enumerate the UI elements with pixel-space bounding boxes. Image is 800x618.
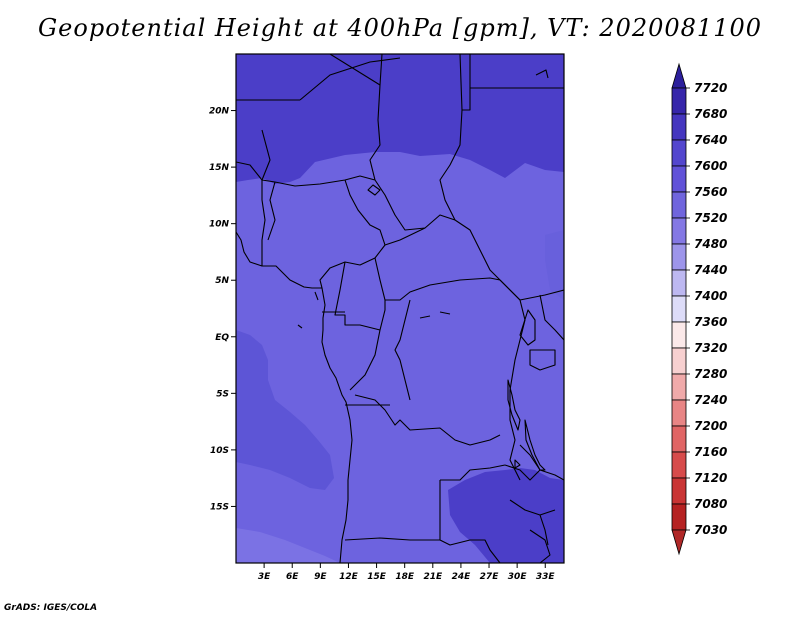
map-frame <box>235 53 565 564</box>
colorbar-label: 7640 <box>694 133 727 147</box>
field-band-west <box>236 330 334 490</box>
colorbar-swatch <box>671 217 687 245</box>
colorbar-swatch <box>671 451 687 479</box>
colorbar-swatch <box>671 373 687 401</box>
lon-tick-label: 6E <box>286 572 299 582</box>
colorbar-swatch <box>671 139 687 167</box>
colorbar-swatch <box>671 243 687 271</box>
lat-tick-label: 5S <box>216 389 229 399</box>
colorbar-swatch <box>671 477 687 505</box>
colorbar-label: 7200 <box>694 419 727 433</box>
colorbar-swatch <box>671 269 687 297</box>
lon-tick-label: 3E <box>258 572 271 582</box>
colorbar-label: 7680 <box>694 107 727 121</box>
colorbar-label: 7080 <box>694 497 727 511</box>
colorbar-swatch <box>671 295 687 323</box>
colorbar-swatch <box>671 113 687 141</box>
field-band-north <box>236 54 564 184</box>
lon-tick-label: 30E <box>508 572 528 582</box>
colorbar-legend: 7720 7680 7640 7600 7560 7520 7480 7440 7400 7360… <box>671 62 727 556</box>
latitude-axis: 20N 15N 10N 5N EQ 5S 10S 15S <box>209 107 236 512</box>
country-borders <box>236 54 564 563</box>
colorbar-label: 7240 <box>694 393 727 407</box>
colorbar-swatch <box>671 503 687 531</box>
colorbar-label: 7520 <box>694 211 727 225</box>
lat-tick-label: 20N <box>209 107 230 117</box>
field-band-east <box>545 230 564 300</box>
colorbar-label: 7720 <box>694 81 727 95</box>
lat-tick-label: 15S <box>210 502 229 512</box>
colorbar-label: 7160 <box>694 445 727 459</box>
colorbar-swatch <box>671 165 687 193</box>
colorbar-swatch <box>671 87 687 115</box>
lat-tick-label: 5N <box>215 276 229 286</box>
colorbar-swatch <box>671 425 687 453</box>
lon-tick-label: 24E <box>452 572 472 582</box>
colorbar-label: 7320 <box>694 341 727 355</box>
colorbar-swatch <box>671 347 687 375</box>
height-field <box>236 54 564 563</box>
colorbar-label: 7030 <box>694 523 727 537</box>
lon-tick-label: 33E <box>536 572 556 582</box>
field-band-southwest <box>236 528 340 563</box>
lat-tick-label: 10N <box>209 220 230 230</box>
colorbar-label: 7600 <box>694 159 727 173</box>
colorbar-label: 7560 <box>694 185 727 199</box>
colorbar-top-arrow <box>671 62 687 89</box>
longitude-axis: 3E 6E 9E 12E 15E 18E 21E 24E 27E 30E 33E <box>258 563 556 582</box>
colorbar-swatch <box>671 321 687 349</box>
lon-tick-label: 15E <box>367 572 387 582</box>
lon-tick-label: 12E <box>339 572 359 582</box>
field-band-southeast <box>448 468 564 563</box>
colorbar-label: 7480 <box>694 237 727 251</box>
lon-tick-label: 18E <box>395 572 415 582</box>
lat-tick-label: 15N <box>209 163 230 173</box>
lon-tick-label: 27E <box>480 572 500 582</box>
colorbar-label: 7280 <box>694 367 727 381</box>
lon-tick-label: 21E <box>423 572 443 582</box>
colorbar-label: 7440 <box>694 263 727 277</box>
colorbar-label: 7360 <box>694 315 727 329</box>
chart-title: Geopotential Height at 400hPa [gpm], VT:… <box>38 14 762 42</box>
grads-credit: GrADS: IGES/COLA <box>4 603 98 613</box>
colorbar-swatch <box>671 399 687 427</box>
colorbar-bottom-arrow <box>671 529 687 556</box>
colorbar-label: 7400 <box>694 289 727 303</box>
lat-tick-label: 10S <box>210 446 229 456</box>
colorbar-swatch <box>671 191 687 219</box>
lat-tick-label: EQ <box>215 333 229 343</box>
lon-tick-label: 9E <box>314 572 327 582</box>
colorbar-label: 7120 <box>694 471 727 485</box>
